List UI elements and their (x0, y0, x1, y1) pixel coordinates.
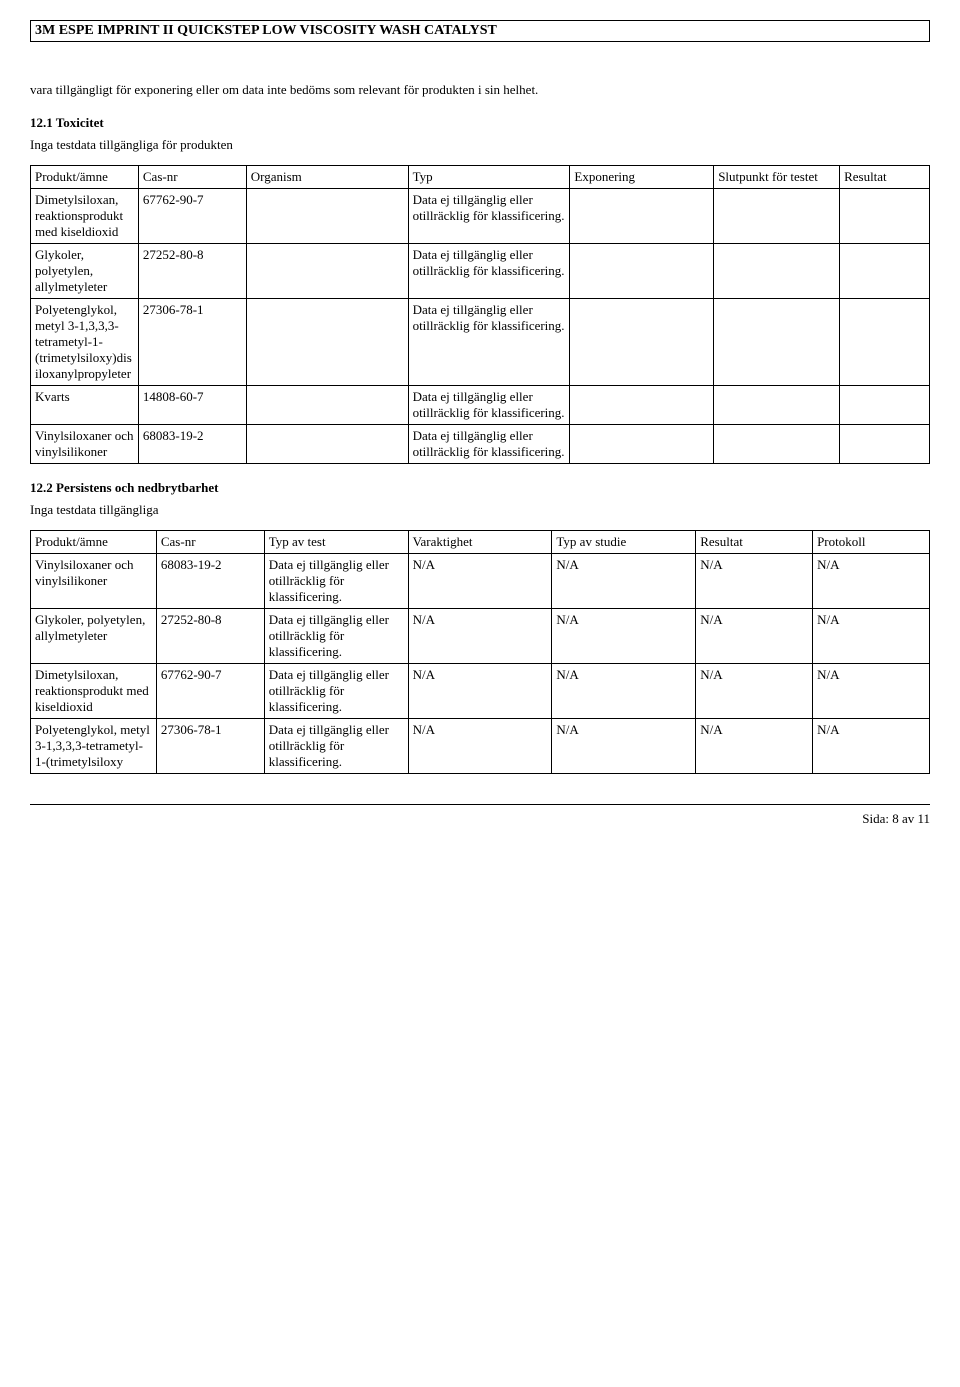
cell-exp (570, 243, 714, 298)
cell-res: N/A (696, 608, 813, 663)
document-title: 3M ESPE IMPRINT II QUICKSTEP LOW VISCOSI… (30, 20, 930, 42)
persistence-table: Produkt/ämne Cas-nr Typ av test Varaktig… (30, 530, 930, 774)
cell-slut (714, 243, 840, 298)
cell-typ: Data ej tillgänglig eller otillräcklig f… (408, 188, 570, 243)
page-number: Sida: 8 av 11 (862, 811, 930, 826)
cell-cas: 68083-19-2 (138, 424, 246, 463)
col-varaktighet: Varaktighet (408, 530, 552, 553)
cell-exp (570, 385, 714, 424)
cell-name: Dimetylsiloxan, reaktionsprodukt med kis… (31, 188, 139, 243)
col-casnr: Cas-nr (138, 165, 246, 188)
cell-res (840, 188, 930, 243)
cell-cas: 67762-90-7 (156, 663, 264, 718)
table-row: Polyetenglykol, metyl 3-1,3,3,3-tetramet… (31, 718, 930, 773)
table-row: Polyetenglykol, metyl 3-1,3,3,3-tetramet… (31, 298, 930, 385)
col-produkt: Produkt/ämne (31, 530, 157, 553)
table-row: Dimetylsiloxan, reaktionsprodukt med kis… (31, 188, 930, 243)
intro-paragraph: vara tillgängligt för exponering eller o… (30, 82, 930, 99)
cell-cas: 68083-19-2 (156, 553, 264, 608)
col-slutpunkt: Slutpunkt för testet (714, 165, 840, 188)
section-12-1-subtext: Inga testdata tillgängliga för produkten (30, 137, 930, 153)
cell-name: Dimetylsiloxan, reaktionsprodukt med kis… (31, 663, 157, 718)
cell-organism (246, 298, 408, 385)
cell-stud: N/A (552, 718, 696, 773)
cell-name: Glykoler, polyetylen, allylmetyleter (31, 243, 139, 298)
table-header-row: Produkt/ämne Cas-nr Organism Typ Exponer… (31, 165, 930, 188)
cell-res: N/A (696, 718, 813, 773)
section-12-2-heading: 12.2 Persistens och nedbrytbarhet (30, 480, 930, 496)
cell-typ: Data ej tillgänglig eller otillräcklig f… (408, 243, 570, 298)
col-produkt: Produkt/ämne (31, 165, 139, 188)
cell-var: N/A (408, 663, 552, 718)
cell-stud: N/A (552, 553, 696, 608)
col-resultat: Resultat (696, 530, 813, 553)
table-row: Kvarts 14808-60-7 Data ej tillgänglig el… (31, 385, 930, 424)
cell-cas: 67762-90-7 (138, 188, 246, 243)
cell-typ: Data ej tillgänglig eller otillräcklig f… (264, 663, 408, 718)
cell-slut (714, 385, 840, 424)
col-typavstudie: Typ av studie (552, 530, 696, 553)
cell-res (840, 424, 930, 463)
cell-typ: Data ej tillgänglig eller otillräcklig f… (264, 718, 408, 773)
col-typ: Typ (408, 165, 570, 188)
cell-organism (246, 385, 408, 424)
page-footer: Sida: 8 av 11 (30, 804, 930, 827)
cell-typ: Data ej tillgänglig eller otillräcklig f… (264, 553, 408, 608)
cell-organism (246, 424, 408, 463)
cell-stud: N/A (552, 608, 696, 663)
cell-name: Vinylsiloxaner och vinylsilikoner (31, 553, 157, 608)
col-exponering: Exponering (570, 165, 714, 188)
cell-slut (714, 298, 840, 385)
col-organism: Organism (246, 165, 408, 188)
cell-prot: N/A (813, 553, 930, 608)
cell-organism (246, 243, 408, 298)
cell-cas: 27252-80-8 (156, 608, 264, 663)
cell-res: N/A (696, 663, 813, 718)
cell-exp (570, 188, 714, 243)
cell-cas: 27252-80-8 (138, 243, 246, 298)
cell-organism (246, 188, 408, 243)
section-12-1-heading: 12.1 Toxicitet (30, 115, 930, 131)
toxicity-table: Produkt/ämne Cas-nr Organism Typ Exponer… (30, 165, 930, 464)
cell-slut (714, 424, 840, 463)
cell-typ: Data ej tillgänglig eller otillräcklig f… (408, 385, 570, 424)
cell-var: N/A (408, 553, 552, 608)
col-casnr: Cas-nr (156, 530, 264, 553)
cell-res: N/A (696, 553, 813, 608)
cell-typ: Data ej tillgänglig eller otillräcklig f… (408, 298, 570, 385)
cell-var: N/A (408, 608, 552, 663)
cell-slut (714, 188, 840, 243)
cell-res (840, 298, 930, 385)
table-row: Vinylsiloxaner och vinylsilikoner 68083-… (31, 424, 930, 463)
cell-name: Kvarts (31, 385, 139, 424)
cell-exp (570, 424, 714, 463)
table-header-row: Produkt/ämne Cas-nr Typ av test Varaktig… (31, 530, 930, 553)
cell-cas: 27306-78-1 (138, 298, 246, 385)
section-12-2-subtext: Inga testdata tillgängliga (30, 502, 930, 518)
col-protokoll: Protokoll (813, 530, 930, 553)
cell-typ: Data ej tillgänglig eller otillräcklig f… (264, 608, 408, 663)
table-row: Dimetylsiloxan, reaktionsprodukt med kis… (31, 663, 930, 718)
table-row: Glykoler, polyetylen, allylmetyleter 272… (31, 608, 930, 663)
cell-res (840, 385, 930, 424)
table-row: Glykoler, polyetylen, allylmetyleter 272… (31, 243, 930, 298)
col-resultat: Resultat (840, 165, 930, 188)
table-row: Vinylsiloxaner och vinylsilikoner 68083-… (31, 553, 930, 608)
cell-name: Polyetenglykol, metyl 3-1,3,3,3-tetramet… (31, 718, 157, 773)
cell-name: Glykoler, polyetylen, allylmetyleter (31, 608, 157, 663)
cell-name: Polyetenglykol, metyl 3-1,3,3,3-tetramet… (31, 298, 139, 385)
cell-name: Vinylsiloxaner och vinylsilikoner (31, 424, 139, 463)
cell-cas: 27306-78-1 (156, 718, 264, 773)
cell-prot: N/A (813, 608, 930, 663)
cell-typ: Data ej tillgänglig eller otillräcklig f… (408, 424, 570, 463)
cell-exp (570, 298, 714, 385)
cell-cas: 14808-60-7 (138, 385, 246, 424)
cell-var: N/A (408, 718, 552, 773)
cell-prot: N/A (813, 663, 930, 718)
cell-prot: N/A (813, 718, 930, 773)
cell-stud: N/A (552, 663, 696, 718)
cell-res (840, 243, 930, 298)
col-typavtest: Typ av test (264, 530, 408, 553)
